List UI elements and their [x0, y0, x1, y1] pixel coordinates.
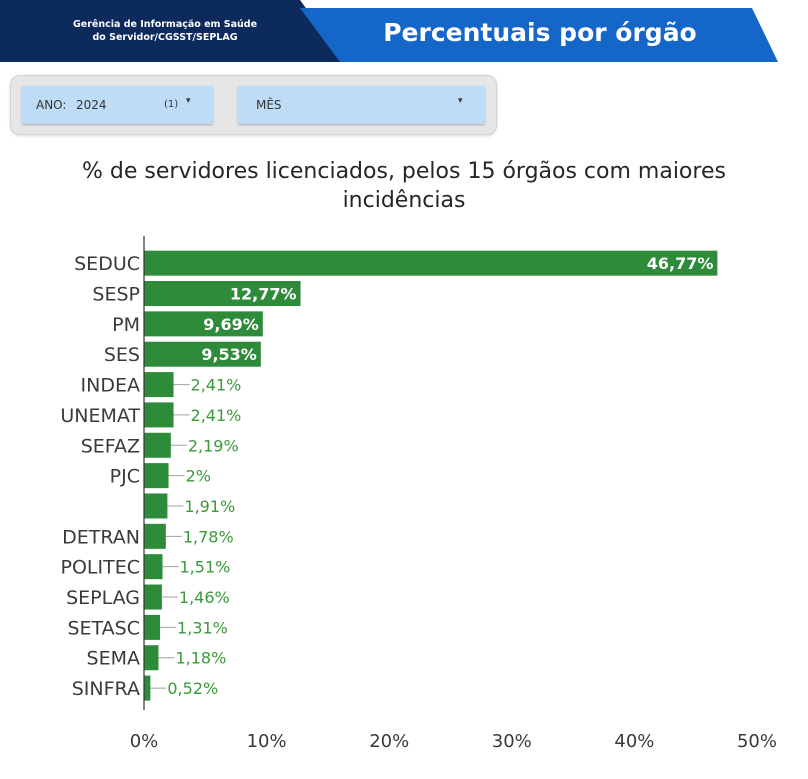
- x-tick-label: 10%: [247, 731, 287, 752]
- category-label: SEDUC: [74, 253, 140, 275]
- data-label: 1,31%: [177, 618, 228, 637]
- data-label: 9,69%: [203, 315, 259, 334]
- data-label: 1,46%: [179, 588, 230, 607]
- category-label: SINFRA: [72, 678, 140, 700]
- bar: [144, 463, 169, 489]
- bar: [144, 493, 168, 519]
- x-tick-label: 0%: [130, 731, 159, 752]
- data-label: 1,91%: [184, 497, 235, 516]
- data-label: 12,77%: [230, 285, 297, 304]
- org-name-line2: do Servidor/CGSST/SEPLAG: [92, 32, 238, 43]
- month-dropdown[interactable]: MÊS ▾: [238, 86, 485, 124]
- category-label: DETRAN: [62, 526, 140, 548]
- data-label: 2,41%: [191, 406, 242, 425]
- category-label: SESP: [92, 284, 140, 306]
- data-label: 1,51%: [180, 558, 231, 577]
- chevron-down-icon: ▾: [186, 96, 191, 106]
- year-dropdown-value: 2024: [76, 98, 107, 112]
- bar: [144, 311, 263, 337]
- data-label: 1,78%: [183, 527, 234, 546]
- category-label: PM: [112, 314, 140, 336]
- org-name: Gerência de Informação em Saúde do Servi…: [50, 18, 280, 44]
- header-banner-blue: [300, 8, 778, 62]
- chevron-down-icon: ▾: [458, 96, 463, 106]
- category-label: SES: [104, 344, 140, 366]
- year-dropdown-label: ANO:: [36, 98, 67, 112]
- x-tick-label: 20%: [369, 731, 409, 752]
- category-label: SEFAZ: [81, 435, 140, 457]
- bar: [144, 432, 171, 458]
- bar: [144, 675, 151, 701]
- x-tick-label: 50%: [737, 731, 777, 752]
- data-label: 2%: [186, 467, 211, 486]
- category-label: PJC: [110, 466, 140, 488]
- data-label: 2,41%: [191, 376, 242, 395]
- chart-title-line2: incidências: [342, 188, 466, 213]
- month-dropdown-label: MÊS: [256, 98, 282, 112]
- data-label: 2,19%: [188, 436, 239, 455]
- bar: [144, 250, 718, 276]
- category-label: INDEA: [81, 375, 140, 397]
- bar: [144, 523, 166, 549]
- category-label: SEPLAG: [66, 587, 140, 609]
- x-tick-label: 30%: [492, 731, 532, 752]
- bar: [144, 281, 301, 307]
- year-selection-count: (1): [164, 99, 179, 110]
- bar: [144, 372, 174, 398]
- bar: [144, 645, 159, 671]
- data-label: 46,77%: [647, 254, 714, 273]
- org-name-line1: Gerência de Informação em Saúde: [72, 19, 258, 30]
- bar: [144, 584, 162, 610]
- bar-chart: SEDUC 46,77% SESP 12,77% PM 9,69% SES 9,53% INDE…: [60, 236, 777, 752]
- chart-title: % de servidores licenciados, pelos 15 ór…: [0, 157, 808, 215]
- page-title: Percentuais por órgão: [383, 18, 697, 47]
- bar: [144, 341, 261, 367]
- chart-title-line1: % de servidores licenciados, pelos 15 ór…: [82, 159, 726, 184]
- category-label: POLITEC: [61, 557, 140, 579]
- header-banner-dark: [0, 0, 345, 62]
- bar: [144, 614, 161, 640]
- data-label: 9,53%: [201, 345, 257, 364]
- x-tick-label: 40%: [614, 731, 654, 752]
- bar: [144, 402, 174, 428]
- category-label: UNEMAT: [60, 405, 140, 427]
- data-label: 0,52%: [167, 679, 218, 698]
- data-label: 1,18%: [175, 649, 226, 668]
- category-label: SETASC: [67, 617, 140, 639]
- year-dropdown[interactable]: ANO: 2024 (1) ▾: [22, 86, 213, 124]
- category-label: SEMA: [87, 648, 140, 670]
- bar: [144, 554, 163, 580]
